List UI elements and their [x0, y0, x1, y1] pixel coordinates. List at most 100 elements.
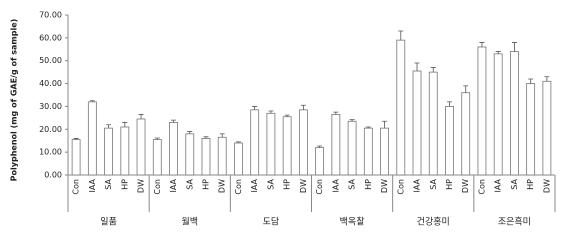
y-axis-label: Polyphenol (mg of GAE/g of sample)	[10, 19, 19, 182]
x-tick-label: IAA	[250, 178, 259, 192]
y-tick-label: 0.00	[44, 171, 62, 180]
y-tick-label: 20.00	[39, 125, 62, 134]
bar	[315, 147, 325, 176]
x-tick-label: HP	[526, 179, 535, 190]
error-bar	[252, 106, 258, 110]
bar	[445, 106, 454, 176]
bar	[87, 101, 97, 176]
error-bar	[219, 133, 225, 138]
bar	[104, 127, 113, 176]
error-bar	[511, 42, 517, 52]
bar	[363, 127, 373, 176]
y-tick-label: 10.00	[39, 148, 62, 157]
x-tick-label: SA	[348, 178, 357, 189]
bar	[169, 122, 178, 176]
x-tick-label: HP	[445, 179, 454, 190]
bar	[461, 92, 471, 176]
bar	[136, 118, 146, 176]
error-bar	[284, 114, 290, 117]
bar	[282, 116, 292, 176]
bar	[234, 142, 243, 176]
bar	[331, 114, 341, 176]
x-tick-label: IAA	[413, 178, 422, 192]
x-tick-label: SA	[104, 178, 113, 189]
bar	[347, 120, 357, 176]
x-tick-label: Con	[72, 179, 81, 195]
error-bar	[544, 76, 550, 82]
x-tick-label: SA	[266, 178, 275, 189]
x-tick-label: IAA	[169, 178, 178, 192]
y-tick-label: 50.00	[39, 56, 62, 65]
bar	[201, 138, 211, 176]
error-bar	[430, 67, 436, 73]
group-label: 건강홍미	[417, 216, 450, 228]
error-bar	[268, 110, 274, 114]
x-tick-label: HP	[283, 179, 292, 190]
error-bar	[317, 145, 323, 148]
bar	[266, 112, 276, 176]
error-bar	[171, 119, 177, 123]
x-tick-label: Con	[234, 179, 243, 195]
group-label: 백옥찰	[340, 217, 365, 228]
x-tick-label: DW	[380, 179, 389, 193]
x-tick-label: DW	[218, 179, 227, 193]
error-bar	[106, 124, 112, 129]
x-tick-label: SA	[510, 178, 519, 189]
error-bar	[187, 131, 193, 134]
error-bar	[382, 120, 388, 129]
x-tick-label: DW	[299, 179, 308, 193]
error-bar	[138, 114, 144, 119]
error-bar	[446, 101, 452, 107]
y-tick-label: 60.00	[39, 33, 62, 42]
y-tick-label: 40.00	[39, 79, 62, 88]
x-tick-label: SA	[185, 178, 194, 189]
bar	[120, 126, 130, 176]
x-tick-label: DW	[137, 179, 146, 193]
group-label: 조은흑미	[498, 216, 531, 228]
x-tick-label: IAA	[494, 178, 503, 192]
x-tick-label: SA	[429, 178, 438, 189]
bar	[152, 139, 162, 176]
x-tick-label: DW	[461, 179, 470, 193]
error-bar	[122, 122, 128, 127]
error-bar	[203, 136, 209, 139]
group-label: 일품	[100, 217, 117, 228]
error-bar	[300, 104, 306, 110]
bar	[477, 46, 487, 176]
x-tick-label: HP	[201, 179, 210, 190]
x-tick-label: IAA	[331, 178, 340, 192]
error-bar	[154, 137, 160, 140]
x-tick-label: Con	[153, 179, 162, 195]
bar	[298, 109, 308, 176]
error-bar	[333, 111, 339, 115]
bar	[510, 51, 519, 176]
error-bar	[365, 126, 371, 129]
error-bar	[495, 51, 501, 54]
y-tick-label: 70.00	[39, 11, 62, 20]
bar	[250, 109, 260, 176]
error-bar	[73, 138, 79, 140]
error-bar	[235, 141, 241, 143]
bar	[526, 83, 536, 176]
error-bar	[479, 42, 485, 47]
x-tick-label: Con	[477, 179, 486, 195]
bar	[542, 80, 552, 176]
error-bar	[398, 30, 404, 41]
error-bar	[463, 85, 469, 93]
x-tick-label: IAA	[88, 178, 97, 192]
error-bar	[528, 78, 534, 84]
y-tick-label: 30.00	[39, 102, 62, 111]
x-tick-label: Con	[315, 179, 324, 195]
x-tick-label: HP	[364, 179, 373, 190]
bar	[428, 71, 438, 176]
bar	[396, 39, 406, 176]
bar	[412, 70, 422, 176]
bar	[217, 136, 227, 176]
bar	[185, 133, 195, 176]
error-bar	[414, 62, 420, 71]
x-tick-label: DW	[542, 179, 551, 193]
error-bar	[349, 119, 355, 122]
bar	[71, 139, 81, 176]
group-label: 도담	[263, 216, 280, 228]
